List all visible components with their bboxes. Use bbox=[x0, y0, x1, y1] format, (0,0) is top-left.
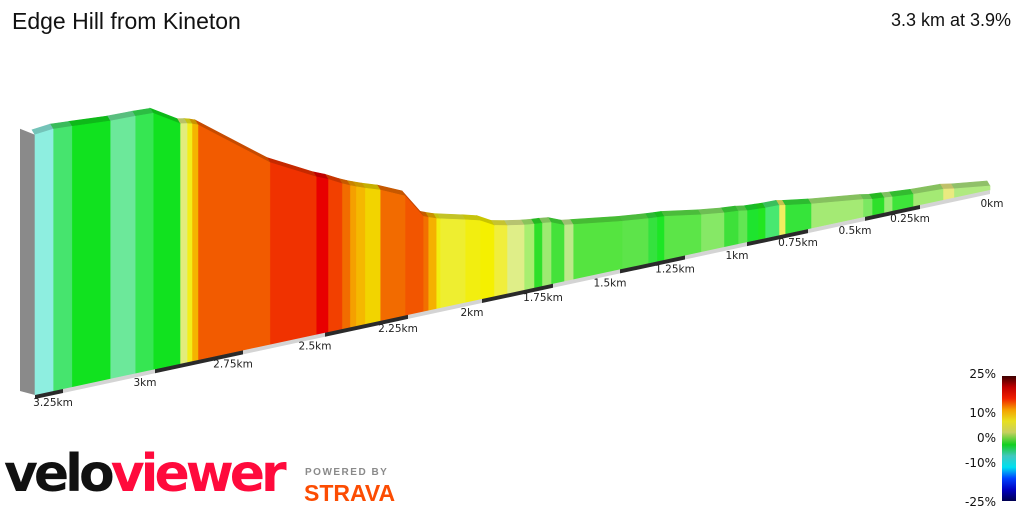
gradient-segment[interactable] bbox=[871, 197, 885, 216]
distance-axis-band bbox=[408, 299, 482, 319]
legend-label-10: 10% bbox=[969, 406, 996, 420]
gradient-segment[interactable] bbox=[523, 223, 535, 291]
legend-label-minus10: -10% bbox=[964, 456, 996, 470]
x-tick-label: 1km bbox=[726, 250, 749, 262]
gradient-segment[interactable] bbox=[269, 162, 317, 345]
x-tick-label: 0.5km bbox=[838, 225, 871, 237]
gradient-segment[interactable] bbox=[364, 187, 381, 325]
distance-axis-band bbox=[685, 242, 747, 260]
gradient-segment[interactable] bbox=[862, 198, 873, 218]
logo-velo: velo bbox=[4, 444, 115, 504]
gradient-segment[interactable] bbox=[315, 176, 329, 336]
gradient-segment[interactable] bbox=[764, 205, 780, 239]
distance-axis-band bbox=[35, 388, 63, 399]
gradient-segment[interactable] bbox=[533, 222, 543, 289]
gradient-segment[interactable] bbox=[700, 212, 725, 253]
legend-label-max: 25% bbox=[969, 367, 996, 381]
profile-end-cap bbox=[20, 128, 35, 396]
x-tick-label: 2.5km bbox=[298, 341, 331, 353]
gradient-segment[interactable] bbox=[349, 185, 357, 328]
powered-by-label: POWERED BY bbox=[305, 467, 389, 478]
gradient-segment[interactable] bbox=[621, 218, 649, 270]
gradient-segment[interactable] bbox=[197, 124, 271, 361]
x-tick-label: 2.25km bbox=[378, 323, 418, 335]
gradient-segment[interactable] bbox=[191, 123, 199, 362]
distance-axis-band bbox=[325, 314, 408, 337]
gradient-segment[interactable] bbox=[493, 225, 508, 297]
gradient-segment[interactable] bbox=[52, 126, 73, 392]
x-tick-label: 2.75km bbox=[213, 358, 253, 370]
distance-axis-band bbox=[482, 283, 553, 304]
x-tick-label: 3km bbox=[134, 377, 157, 389]
distance-axis-band bbox=[155, 350, 243, 374]
x-tick-label: 0.25km bbox=[890, 213, 930, 225]
strava-logo[interactable]: STRAVA bbox=[304, 480, 396, 506]
gradient-segment[interactable] bbox=[435, 218, 441, 310]
x-tick-label: 3.25km bbox=[33, 397, 73, 409]
gradient-segment[interactable] bbox=[109, 115, 136, 380]
legend-label-0: 0% bbox=[976, 431, 996, 445]
distance-axis-band bbox=[63, 369, 155, 393]
distance-axis-band bbox=[243, 332, 325, 355]
gradient-segment[interactable] bbox=[439, 218, 466, 309]
distance-axis-band bbox=[920, 190, 990, 210]
x-tick-label: 1.75km bbox=[523, 292, 563, 304]
x-tick-label: 1.5km bbox=[593, 277, 626, 289]
gradient-segment[interactable] bbox=[152, 112, 181, 371]
gradient-segment[interactable] bbox=[663, 214, 702, 261]
x-tick-label: 0.75km bbox=[778, 237, 818, 249]
logo-viewer: viewer bbox=[110, 444, 287, 504]
gradient-segment[interactable] bbox=[134, 112, 154, 374]
gradient-segment[interactable] bbox=[404, 195, 424, 316]
x-tick-label: 1.25km bbox=[655, 263, 695, 275]
gradient-segment[interactable] bbox=[656, 216, 665, 262]
gradient-segment[interactable] bbox=[550, 222, 565, 285]
gradient-segment-top bbox=[503, 219, 525, 226]
gradient-segment[interactable] bbox=[186, 123, 193, 363]
gradient-segment[interactable] bbox=[427, 216, 437, 311]
gradient-segment[interactable] bbox=[563, 224, 574, 282]
gradient-segment[interactable] bbox=[647, 217, 658, 264]
gradient-segment[interactable] bbox=[541, 222, 552, 287]
distance-axis-band bbox=[747, 229, 808, 247]
gradient-segment[interactable] bbox=[506, 224, 525, 295]
gradient-segment[interactable] bbox=[179, 123, 188, 365]
gradient-segment[interactable] bbox=[464, 219, 481, 304]
legend-label-min: -25% bbox=[964, 495, 996, 509]
gradient-segment[interactable] bbox=[355, 186, 366, 327]
gradient-segment[interactable] bbox=[723, 210, 739, 248]
distance-axis-band bbox=[865, 205, 920, 221]
gradient-segment[interactable] bbox=[71, 120, 111, 388]
gradient-segment[interactable] bbox=[422, 215, 429, 313]
segment-title: Edge Hill from Kineton bbox=[12, 8, 241, 34]
gradient-segment[interactable] bbox=[479, 220, 495, 300]
gradient-segment[interactable] bbox=[746, 208, 759, 243]
gradient-segment[interactable] bbox=[327, 178, 343, 333]
x-tick-label: 0km bbox=[981, 198, 1004, 210]
veloviewer-logo[interactable]: veloviewer bbox=[4, 444, 287, 504]
gradient-segment[interactable] bbox=[34, 128, 54, 396]
gradient-segment[interactable] bbox=[341, 183, 351, 330]
x-tick-label: 2km bbox=[461, 307, 484, 319]
distance-axis-band bbox=[808, 216, 865, 234]
gradient-legend-bar bbox=[1002, 376, 1016, 501]
segment-summary: 3.3 km at 3.9% bbox=[890, 10, 1011, 30]
gradient-segment[interactable] bbox=[883, 196, 893, 214]
gradient-segment[interactable] bbox=[379, 189, 406, 322]
distance-axis-band bbox=[620, 255, 685, 274]
gradient-segment[interactable] bbox=[778, 205, 786, 236]
gradient-segment[interactable] bbox=[737, 210, 748, 245]
distance-axis-band bbox=[553, 269, 620, 288]
gradient-segment[interactable] bbox=[757, 207, 766, 241]
